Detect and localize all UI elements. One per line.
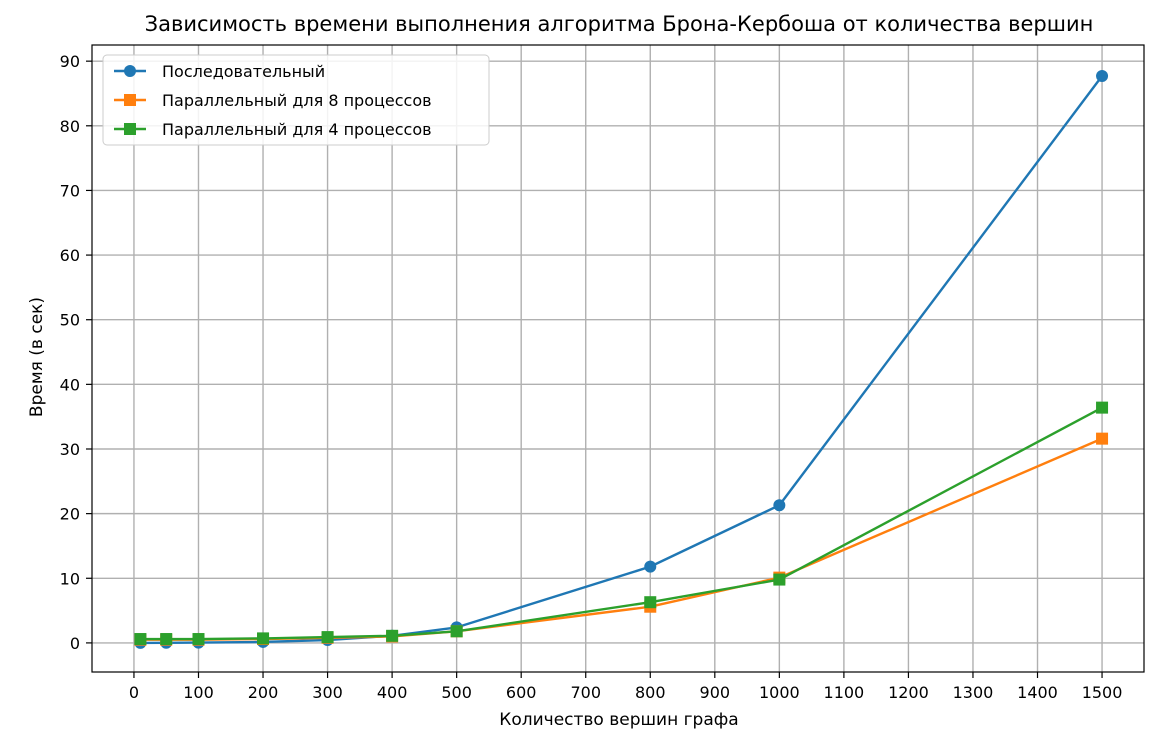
data-point xyxy=(134,633,147,646)
y-tick-label: 50 xyxy=(60,311,80,330)
data-point xyxy=(1096,432,1109,445)
legend: Последовательный Параллельный для 8 проце… xyxy=(102,54,490,146)
y-tick-label: 90 xyxy=(60,52,80,71)
y-tick-label: 0 xyxy=(70,634,80,653)
series-line xyxy=(139,406,1104,641)
x-tick-label: 1300 xyxy=(953,683,994,702)
chart-title: Зависимость времени выполнения алгоритма… xyxy=(145,12,1094,36)
legend-label: Параллельный для 8 процессов xyxy=(162,91,432,110)
legend-marker xyxy=(124,65,136,77)
x-tick-label: 1200 xyxy=(888,683,929,702)
data-point xyxy=(773,499,786,512)
plot-area xyxy=(91,44,1145,673)
x-tick-label: 0 xyxy=(129,683,139,702)
x-tick-label: 800 xyxy=(635,683,666,702)
x-tick-label: 300 xyxy=(312,683,343,702)
x-tick-label: 1400 xyxy=(1017,683,1058,702)
x-axis-label: Количество вершин графа xyxy=(499,710,738,730)
legend-label: Последовательный xyxy=(162,62,325,81)
data-point xyxy=(1096,70,1109,83)
data-point xyxy=(160,633,173,646)
data-point xyxy=(192,633,205,646)
legend-marker xyxy=(124,123,136,135)
x-tick-label: 1100 xyxy=(824,683,865,702)
x-tick-label: 700 xyxy=(570,683,601,702)
y-tick-label: 70 xyxy=(60,181,80,200)
data-point xyxy=(257,632,270,645)
x-tick-label: 1500 xyxy=(1082,683,1123,702)
x-tick-label: 200 xyxy=(248,683,279,702)
y-tick-label: 10 xyxy=(60,569,80,588)
x-tick-label: 900 xyxy=(700,683,731,702)
legend-label: Параллельный для 4 процессов xyxy=(162,120,432,139)
legend-items: Последовательный Параллельный для 8 проце… xyxy=(114,62,432,139)
data-point xyxy=(386,629,399,642)
y-axis-label: Время (в сек) xyxy=(27,297,47,417)
data-point xyxy=(644,560,657,573)
legend-marker xyxy=(124,94,136,106)
y-tick-label: 80 xyxy=(60,117,80,136)
data-point xyxy=(450,625,463,638)
y-tick-label: 30 xyxy=(60,440,80,459)
x-tick-label: 500 xyxy=(441,683,472,702)
y-tick-label: 40 xyxy=(60,375,80,394)
data-point xyxy=(644,596,657,609)
axis-ticks: 0 100 200 300 400 500 600 700 800 900 1000 1100 1200… xyxy=(60,52,1123,702)
x-tick-label: 600 xyxy=(506,683,537,702)
x-tick-label: 1000 xyxy=(759,683,800,702)
grid-lines xyxy=(92,45,1144,672)
y-tick-label: 20 xyxy=(60,505,80,524)
data-point xyxy=(773,573,786,586)
x-tick-label: 100 xyxy=(183,683,214,702)
series-3 xyxy=(134,401,1109,646)
y-tick-label: 60 xyxy=(60,246,80,265)
data-point xyxy=(321,631,334,644)
data-point xyxy=(1096,401,1109,414)
legend-box xyxy=(102,54,490,146)
plot-series xyxy=(134,70,1109,649)
x-tick-label: 400 xyxy=(377,683,408,702)
